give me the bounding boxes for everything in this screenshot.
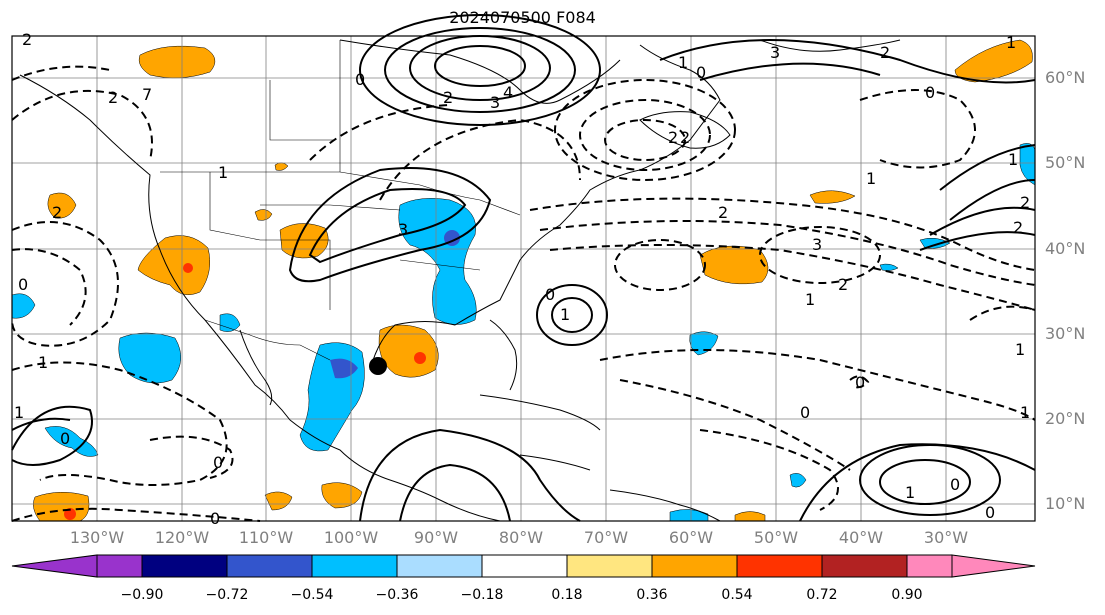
contour-label: 2: [718, 203, 728, 222]
lat-label: 20°N: [1045, 409, 1086, 428]
contour-label: 0: [60, 429, 70, 448]
colorbar-tick-label: −0.90: [120, 587, 164, 603]
contour-label: 0: [925, 83, 935, 102]
contour-label: 0: [545, 285, 555, 304]
contour-label: 2: [108, 88, 118, 107]
contour-label: 2: [1013, 218, 1023, 237]
lon-label: 100°W: [323, 528, 379, 547]
colorbar-tick-label: 0.90: [891, 587, 923, 603]
contour-label: 0: [985, 503, 995, 522]
contour-label: 2: [838, 275, 848, 294]
contour-label: 2: [1020, 193, 1030, 212]
colorbar-tick-label: −0.36: [375, 587, 419, 603]
storm-marker: [369, 357, 387, 375]
contour-label: 2: [680, 128, 690, 147]
contour-label: 4: [503, 83, 513, 102]
contour-label: 1: [905, 483, 915, 502]
lon-label: 80°W: [498, 528, 544, 547]
map-frame: [11, 35, 1036, 522]
contour-label: 0: [355, 70, 365, 89]
colorbar-segment: [396, 554, 483, 578]
contour-label: 1: [38, 353, 48, 372]
lat-label: 50°N: [1045, 153, 1086, 172]
colorbar: [11, 554, 1036, 578]
contour-label: 0: [210, 509, 220, 528]
lat-label: 40°N: [1045, 239, 1086, 258]
contour-label: 2: [668, 128, 678, 147]
contour-label: 1: [14, 403, 24, 422]
colorbar-tick-label: −0.18: [460, 587, 504, 603]
coastlines: [19, 39, 901, 522]
contour-label: 0: [950, 475, 960, 494]
lon-label: 90°W: [413, 528, 459, 547]
lon-label: 30°W: [923, 528, 969, 547]
colorbar-tick-label: 0.18: [551, 587, 583, 603]
lon-label: 110°W: [238, 528, 294, 547]
contour-label: 1: [678, 53, 688, 72]
colorbar-tick-label: −0.72: [205, 587, 249, 603]
colorbar-segment: [481, 554, 568, 578]
colorbar-tick-label: 0.36: [636, 587, 668, 603]
contour-label: 7: [142, 85, 152, 104]
lon-label: 50°W: [753, 528, 799, 547]
lon-label: 60°W: [668, 528, 714, 547]
lon-label: 130°W: [69, 528, 125, 547]
contour-label: 1: [560, 305, 570, 324]
colorbar-segment: [736, 554, 823, 578]
colorbar-segment: [906, 554, 953, 578]
colorbar-segment: [226, 554, 313, 578]
colorbar-segment: [311, 554, 398, 578]
lon-label: 70°W: [583, 528, 629, 547]
contour-label: 2: [443, 88, 453, 107]
colorbar-segment: [566, 554, 653, 578]
contour-label: 3: [398, 220, 408, 239]
contour-label: 3: [490, 93, 500, 112]
positive-anomaly-regions: [33, 39, 1033, 522]
solid-contours: [11, 14, 1036, 522]
contour-label: 0: [18, 275, 28, 294]
contour-label: 1: [1008, 150, 1018, 169]
contour-label: 0: [696, 63, 706, 82]
contour-label: 2: [52, 203, 62, 222]
contour-label: 0: [800, 403, 810, 422]
contour-label: 3: [770, 43, 780, 62]
contour-label: 0: [855, 373, 865, 392]
lon-label: 120°W: [154, 528, 210, 547]
contour-labels: 2 7 0 2 1 3 4 2 3 2 0 2 1 1 2 2 3 2 1 0 …: [14, 30, 1030, 528]
colorbar-segment: [651, 554, 738, 578]
negative-anomaly-regions: [11, 143, 1036, 522]
contour-label: 1: [218, 163, 228, 182]
colorbar-tick-label: −0.54: [290, 587, 334, 603]
colorbar-extend-high: [951, 554, 1036, 578]
lon-label: 40°W: [838, 528, 884, 547]
lat-label: 10°N: [1045, 494, 1086, 513]
dashed-contours: [11, 65, 1036, 522]
colorbar-tick-label: 0.72: [806, 587, 838, 603]
lat-label: 60°N: [1045, 68, 1086, 87]
colorbar-segment: [141, 554, 228, 578]
graticule: [12, 36, 1035, 521]
contour-label: 2: [22, 30, 32, 49]
colorbar-segment: [821, 554, 908, 578]
contour-label: 1: [1020, 403, 1030, 422]
contour-label: 1: [1015, 340, 1025, 359]
contour-label: 2: [880, 43, 890, 62]
lat-label: 30°N: [1045, 324, 1086, 343]
colorbar-tick-label: 0.54: [721, 587, 753, 603]
colorbar-extend-low: [11, 554, 98, 578]
contour-label: 0: [213, 453, 223, 472]
contour-label: 1: [866, 169, 876, 188]
contour-label: 3: [812, 235, 822, 254]
contour-label: 1: [1006, 33, 1016, 52]
contour-label: 1: [805, 290, 815, 309]
